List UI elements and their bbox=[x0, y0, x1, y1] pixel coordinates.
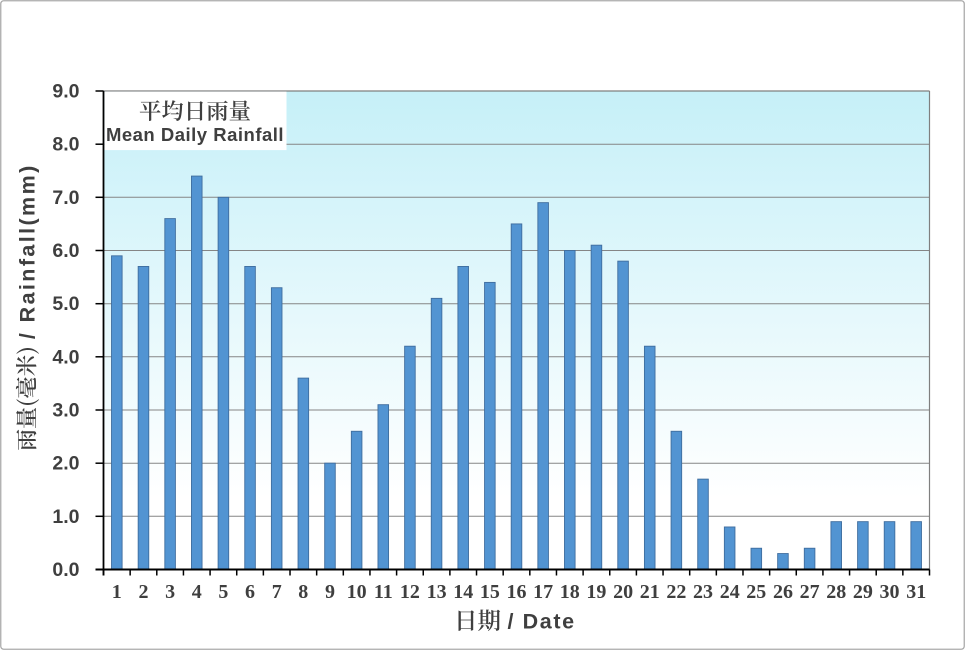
svg-text:9: 9 bbox=[325, 581, 335, 603]
svg-text:24: 24 bbox=[720, 581, 740, 603]
svg-text:22: 22 bbox=[666, 581, 686, 603]
svg-text:26: 26 bbox=[773, 581, 793, 603]
svg-text:9.0: 9.0 bbox=[52, 81, 79, 103]
svg-text:30: 30 bbox=[880, 581, 900, 603]
svg-text:23: 23 bbox=[693, 581, 713, 603]
svg-text:1: 1 bbox=[112, 581, 122, 603]
svg-text:28: 28 bbox=[826, 581, 846, 603]
svg-text:16: 16 bbox=[507, 581, 527, 603]
svg-text:27: 27 bbox=[800, 581, 820, 603]
svg-text:31: 31 bbox=[906, 581, 926, 603]
svg-text:11: 11 bbox=[374, 581, 393, 603]
svg-text:7: 7 bbox=[272, 581, 282, 603]
svg-text:3.0: 3.0 bbox=[52, 400, 79, 422]
svg-text:5: 5 bbox=[218, 581, 228, 603]
svg-text:18: 18 bbox=[560, 581, 580, 603]
svg-text:2: 2 bbox=[139, 581, 149, 603]
svg-text:19: 19 bbox=[586, 581, 606, 603]
svg-text:Mean Daily Rainfall: Mean Daily Rainfall bbox=[106, 124, 284, 145]
svg-text:6: 6 bbox=[245, 581, 255, 603]
svg-text:4.0: 4.0 bbox=[52, 346, 79, 368]
svg-text:3: 3 bbox=[165, 581, 175, 603]
svg-text:12: 12 bbox=[400, 581, 420, 603]
svg-text:20: 20 bbox=[613, 581, 633, 603]
svg-text:8.0: 8.0 bbox=[52, 134, 79, 156]
svg-text:17: 17 bbox=[533, 581, 553, 603]
svg-text:5.0: 5.0 bbox=[52, 293, 79, 315]
svg-text:6.0: 6.0 bbox=[52, 240, 79, 262]
svg-text:2.0: 2.0 bbox=[52, 453, 79, 475]
svg-text:25: 25 bbox=[746, 581, 766, 603]
svg-text:4: 4 bbox=[192, 581, 202, 603]
svg-text:7.0: 7.0 bbox=[52, 187, 79, 209]
svg-text:1.0: 1.0 bbox=[52, 506, 79, 528]
svg-text:15: 15 bbox=[480, 581, 500, 603]
svg-text:0.0: 0.0 bbox=[52, 559, 79, 581]
svg-text:/ Rainfall(mm): / Rainfall(mm) bbox=[16, 163, 40, 339]
svg-text:29: 29 bbox=[853, 581, 873, 603]
svg-text:10: 10 bbox=[347, 581, 367, 603]
svg-text:8: 8 bbox=[298, 581, 308, 603]
svg-text:14: 14 bbox=[453, 581, 473, 603]
svg-text:13: 13 bbox=[427, 581, 447, 603]
svg-text:21: 21 bbox=[640, 581, 660, 603]
svg-text:/ Date: / Date bbox=[508, 610, 576, 634]
